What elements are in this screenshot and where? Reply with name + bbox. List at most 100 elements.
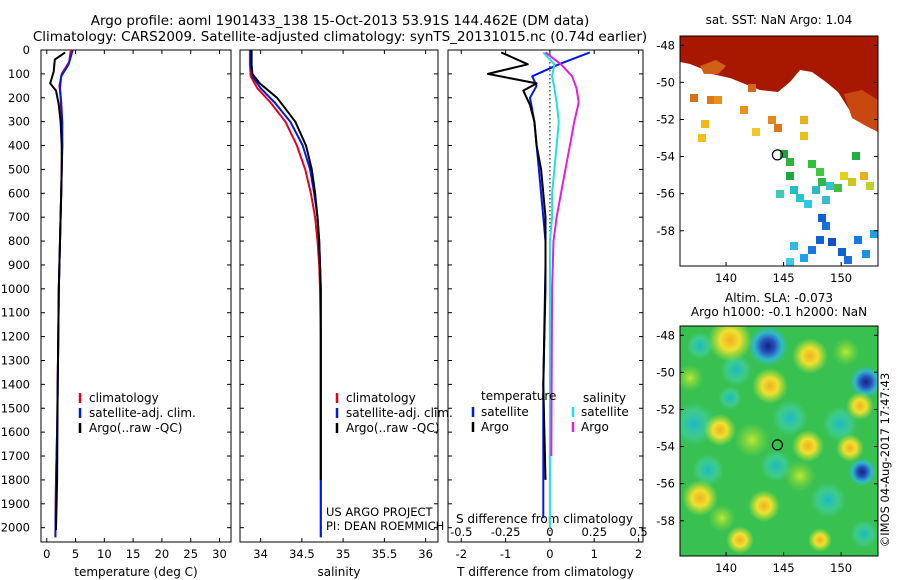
legend-label: Argo(..raw -QC) xyxy=(89,421,182,435)
x-tick-label: 34 xyxy=(253,547,268,561)
sla-map-image xyxy=(680,326,878,556)
sst-cell xyxy=(860,172,868,180)
sst-cell xyxy=(740,106,748,114)
map-lat-label: -54 xyxy=(656,440,675,454)
sla-feature xyxy=(784,460,816,492)
x-tick-label: 30 xyxy=(212,547,227,561)
map-lat-label: -50 xyxy=(656,365,675,379)
y-tick-label: 300 xyxy=(8,115,30,129)
map-lat-label: -52 xyxy=(656,112,675,126)
legend-label: climatology xyxy=(346,391,416,405)
sla-feature xyxy=(708,326,752,362)
x-tick-label: 35.5 xyxy=(372,547,398,561)
y-tick-label: 1500 xyxy=(1,401,30,415)
y-tick-label: 1600 xyxy=(1,425,30,439)
sst-cell xyxy=(816,168,824,176)
sst-cell xyxy=(780,150,788,158)
sst-cell xyxy=(790,242,798,250)
sla-feature xyxy=(810,482,846,518)
series-line-argo xyxy=(49,51,66,531)
sla-feature xyxy=(822,406,858,442)
y-tick-label: 800 xyxy=(8,234,30,248)
y-tick-label: 2000 xyxy=(1,521,30,535)
salinity-profile: 34 34.5 35 35.5 36 salinity climatologysatelli… xyxy=(239,49,453,579)
series-group xyxy=(49,50,74,538)
y-tick-label: 1800 xyxy=(1,473,30,487)
sla-feature xyxy=(792,338,828,374)
sst-cell xyxy=(800,116,808,124)
x-tick-label: 20 xyxy=(155,547,170,561)
legend-label: satellite-adj. clim. xyxy=(346,406,453,420)
sst-cell xyxy=(790,186,798,194)
chart-title-line1: Argo profile: aoml 1901433_138 15-Oct-20… xyxy=(90,13,590,29)
sst-cell xyxy=(828,238,836,246)
map-lat-label: -56 xyxy=(656,187,675,201)
sla-feature xyxy=(752,368,788,404)
x-tick-label: 5 xyxy=(72,547,79,561)
sst-cell xyxy=(822,222,830,230)
map-lon-label: 140 xyxy=(715,561,737,575)
x-tick-label: 25 xyxy=(183,547,198,561)
sst-cell xyxy=(808,246,816,254)
sla-feature xyxy=(682,480,718,516)
sst-cell xyxy=(812,186,820,194)
sst-map-title: sat. SST: NaN Argo: 1.04 xyxy=(706,13,853,27)
map-frame xyxy=(679,35,879,267)
x-axis-label: salinity xyxy=(317,565,360,579)
sla-map-title-line2: Argo h1000: -0.1 h2000: NaN xyxy=(691,305,867,319)
sst-cell xyxy=(818,214,826,222)
map-lat-label: -50 xyxy=(656,75,675,89)
y-tick-label: 200 xyxy=(8,91,30,105)
sla-feature xyxy=(680,364,704,392)
y-tick-label: 900 xyxy=(8,258,30,272)
sla-map-title-line1: Altim. SLA: -0.073 xyxy=(725,291,833,305)
sst-cell xyxy=(786,158,794,166)
legend-label: satellite xyxy=(481,405,529,419)
sla-feature xyxy=(808,528,832,552)
series-line-climatology xyxy=(248,50,322,538)
map-lon-label: 140 xyxy=(715,271,737,285)
series-group xyxy=(248,50,322,538)
sst-cell xyxy=(870,230,878,238)
sla-map: -48 -50 -52 -54 -56 -58 140 145 150 xyxy=(656,325,879,575)
credit-stamp: ©IMOS 04-Aug-2017 17:47:43 xyxy=(878,373,892,548)
sst-cell xyxy=(690,94,698,102)
sst-cell xyxy=(826,182,834,190)
axes-box xyxy=(447,49,644,543)
sla-feature xyxy=(850,366,878,398)
sst-cell xyxy=(752,128,760,136)
s-tick-label: 0.25 xyxy=(581,525,607,539)
sst-warm-band xyxy=(680,36,878,132)
sla-feature xyxy=(760,450,792,482)
argo-position-marker xyxy=(771,439,784,451)
y-tick-label: 1400 xyxy=(1,377,30,391)
x-tick-label: 36 xyxy=(418,547,433,561)
legend-label: Argo xyxy=(481,420,509,434)
sst-cell xyxy=(834,184,842,192)
legend-label: Argo xyxy=(581,420,609,434)
sst-cell xyxy=(768,116,776,124)
map-lat-label: -58 xyxy=(656,224,675,238)
x-tick-label: 2 xyxy=(635,547,642,561)
sla-feature xyxy=(748,490,780,522)
y-tick-label: 1200 xyxy=(1,330,30,344)
map-lon-label: 145 xyxy=(773,561,795,575)
sst-cell xyxy=(714,96,722,104)
sst-cell xyxy=(698,134,706,142)
legend-title-temperature: temperature xyxy=(481,389,556,403)
sla-feature xyxy=(832,338,860,366)
difference-profile: -2 -1 0 1 2T difference from climatology -0.5… xyxy=(447,49,648,579)
legend-label: satellite xyxy=(581,405,629,419)
sst-warm-patch xyxy=(700,60,726,74)
map-lat-label: -48 xyxy=(656,38,675,52)
sla-feature xyxy=(848,458,876,486)
sla-feature xyxy=(748,326,788,366)
sst-cell xyxy=(804,200,812,208)
map-lat-label: -56 xyxy=(656,477,675,491)
y-tick-label: 400 xyxy=(8,139,30,153)
series-line-s-argo xyxy=(544,51,580,457)
sst-cell xyxy=(774,124,782,132)
legend-title-salinity: salinity xyxy=(583,391,626,405)
y-tick-label: 700 xyxy=(8,210,30,224)
sst-cell xyxy=(822,196,830,204)
